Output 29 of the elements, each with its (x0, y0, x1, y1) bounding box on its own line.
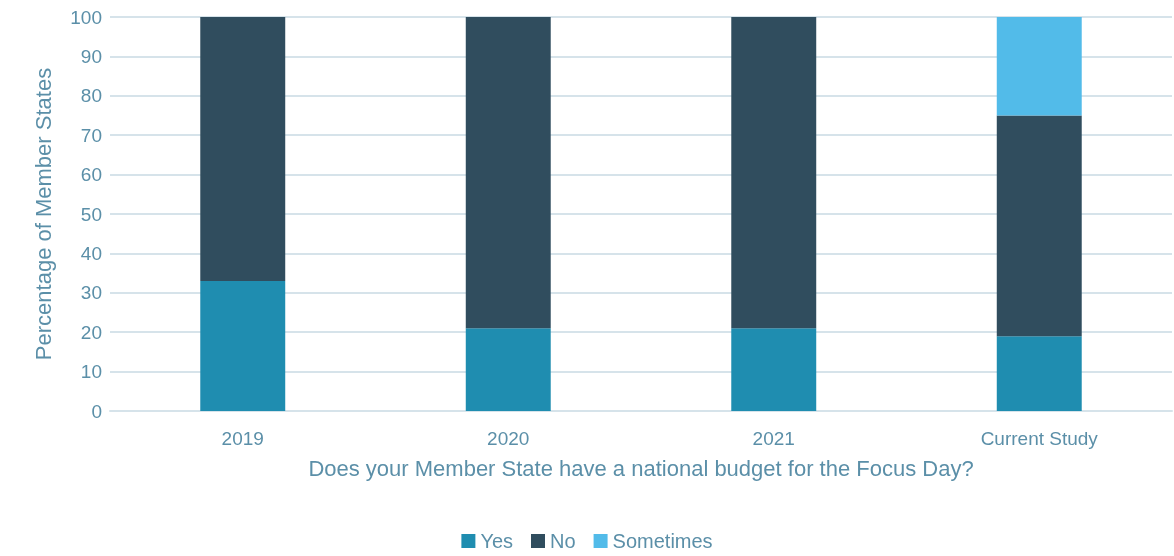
bar (465, 328, 551, 411)
bar (996, 17, 1082, 116)
legend-label: No (550, 530, 576, 552)
legend-label: Sometimes (612, 530, 713, 552)
y-tick-label: 10 (80, 361, 102, 383)
x-tick-label: Current Study (980, 428, 1099, 449)
legend-label: Yes (480, 530, 514, 552)
x-tick-label: 2021 (752, 428, 795, 449)
bar (731, 328, 817, 411)
x-axis-title: Does your Member State have a national budget for the Focus Day? (308, 455, 974, 481)
y-tick-label: 50 (80, 203, 102, 225)
y-tick-label: 90 (80, 45, 102, 67)
bar (465, 17, 551, 329)
x-tick-label: 2019 (221, 428, 264, 449)
y-tick-label: 100 (70, 6, 102, 28)
y-tick-label: 0 (91, 400, 102, 422)
bar (200, 17, 286, 281)
y-tick-label: 80 (80, 85, 102, 107)
y-axis-title: Percentage of Member States (30, 67, 56, 361)
y-tick-label: 70 (80, 124, 102, 146)
bar (996, 115, 1082, 337)
y-tick-label: 40 (80, 242, 102, 264)
y-tick-label: 30 (80, 282, 102, 304)
bar (731, 17, 817, 329)
bar (996, 336, 1082, 411)
bar (200, 280, 286, 411)
y-tick-label: 60 (80, 164, 102, 186)
y-tick-label: 20 (80, 321, 102, 343)
x-tick-label: 2020 (487, 428, 530, 449)
